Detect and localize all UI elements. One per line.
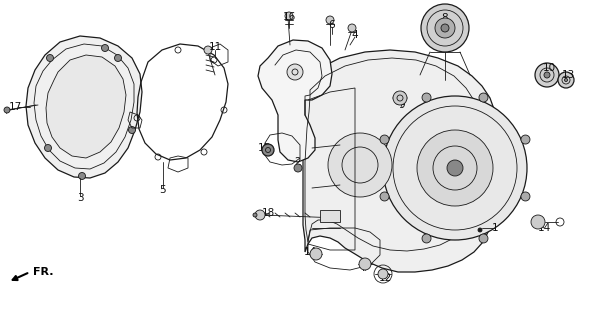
Text: FR.: FR.: [33, 267, 54, 277]
Circle shape: [262, 144, 274, 156]
Circle shape: [310, 248, 322, 260]
Polygon shape: [303, 50, 500, 272]
Text: 9: 9: [399, 100, 405, 110]
Circle shape: [393, 91, 407, 105]
Text: 14: 14: [538, 223, 551, 233]
Text: 18: 18: [261, 208, 275, 218]
Circle shape: [544, 72, 550, 78]
Circle shape: [479, 93, 488, 102]
Text: 4: 4: [352, 30, 358, 40]
Circle shape: [422, 93, 431, 102]
Circle shape: [294, 164, 302, 172]
Circle shape: [417, 130, 493, 206]
Circle shape: [255, 210, 265, 220]
Circle shape: [253, 213, 257, 217]
Circle shape: [4, 107, 10, 113]
Text: 14: 14: [303, 247, 317, 257]
Text: 11: 11: [208, 42, 222, 52]
Circle shape: [326, 16, 334, 24]
Circle shape: [287, 64, 303, 80]
Circle shape: [535, 63, 559, 87]
Circle shape: [348, 24, 356, 32]
Circle shape: [359, 258, 371, 270]
Text: 3: 3: [76, 193, 83, 203]
Circle shape: [46, 54, 54, 61]
Circle shape: [531, 215, 545, 229]
Circle shape: [421, 4, 469, 52]
Polygon shape: [258, 40, 332, 162]
Polygon shape: [46, 55, 126, 158]
Circle shape: [328, 133, 392, 197]
Polygon shape: [320, 210, 340, 222]
Circle shape: [383, 96, 527, 240]
Circle shape: [128, 126, 135, 133]
Circle shape: [114, 54, 122, 61]
Text: 16: 16: [282, 12, 296, 22]
Circle shape: [479, 234, 488, 243]
Text: 10: 10: [542, 63, 556, 73]
Circle shape: [45, 145, 52, 151]
Text: 8: 8: [442, 13, 448, 23]
Text: 7: 7: [359, 263, 366, 273]
Text: 2: 2: [295, 157, 302, 167]
Circle shape: [478, 228, 482, 232]
Circle shape: [380, 192, 389, 201]
Circle shape: [521, 192, 530, 201]
Text: 15: 15: [258, 143, 271, 153]
Text: 5: 5: [160, 185, 166, 195]
Circle shape: [447, 160, 463, 176]
Text: 17: 17: [8, 102, 22, 112]
Circle shape: [435, 18, 455, 38]
Circle shape: [565, 78, 568, 82]
Circle shape: [204, 46, 212, 54]
Circle shape: [521, 135, 530, 144]
Circle shape: [441, 24, 449, 32]
Circle shape: [558, 72, 574, 88]
Circle shape: [78, 172, 85, 180]
Circle shape: [285, 12, 293, 20]
Text: 6: 6: [329, 20, 335, 30]
Text: 13: 13: [562, 70, 575, 80]
Circle shape: [102, 44, 108, 52]
Circle shape: [378, 269, 388, 279]
Circle shape: [380, 135, 389, 144]
Text: 1: 1: [492, 223, 498, 233]
Polygon shape: [26, 36, 142, 178]
Circle shape: [422, 234, 431, 243]
Text: 12: 12: [379, 273, 392, 283]
